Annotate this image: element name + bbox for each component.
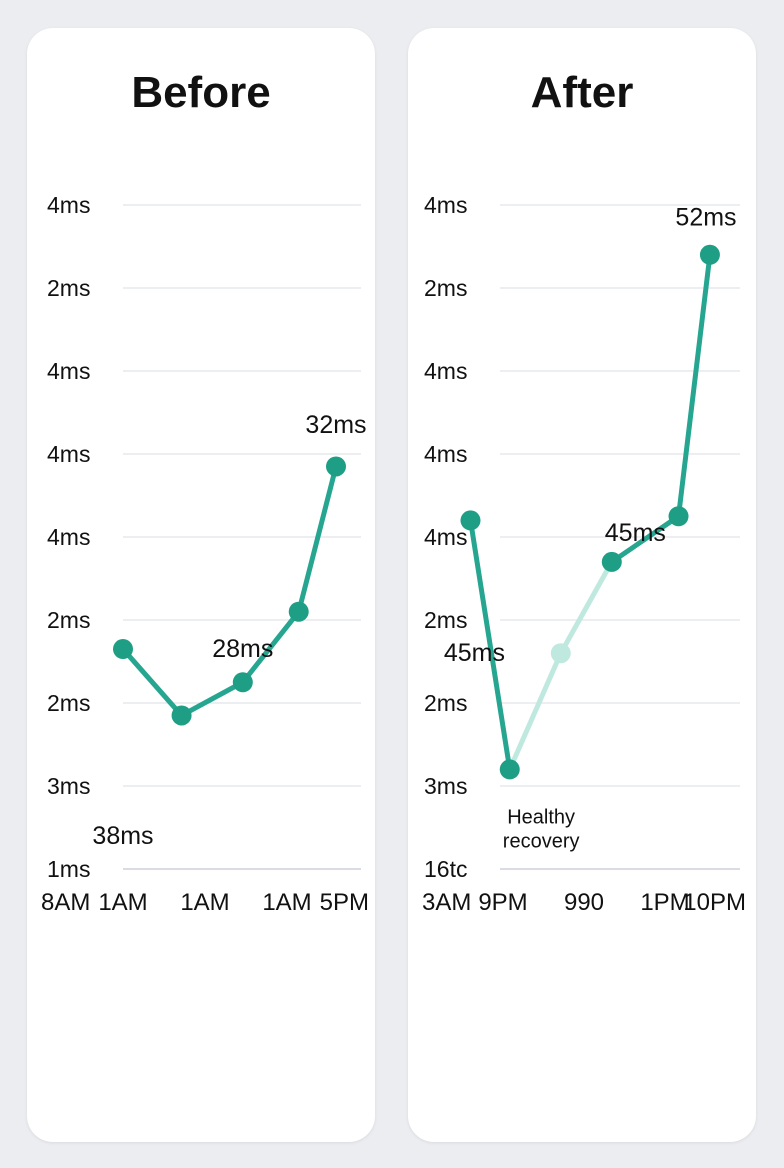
data-point xyxy=(601,551,622,572)
y-tick-label: 4ms xyxy=(47,358,90,384)
x-tick-label: 8AM xyxy=(41,889,90,916)
y-tick-label: 4ms xyxy=(424,358,467,384)
x-tick-label: 5PM xyxy=(320,889,369,916)
data-point xyxy=(668,506,689,527)
y-tick-label: 4ms xyxy=(424,192,467,218)
series-line-segment xyxy=(296,463,339,615)
y-tick-label: 4ms xyxy=(47,192,90,218)
y-tick-label: 2ms xyxy=(47,690,90,716)
chart-title: Before xyxy=(131,68,271,117)
x-tick-label: 3AM xyxy=(422,889,471,916)
data-label: 28ms xyxy=(212,635,273,663)
y-tick-label: 16tc xyxy=(424,856,467,882)
series-line-segment xyxy=(468,517,513,772)
before-chart-card: Before 4ms 2ms 4ms 4ms 4ms 2ms 2ms 3ms 1ms 8AM 1AM… xyxy=(27,28,375,1142)
y-tick-label: 4ms xyxy=(424,524,467,550)
x-tick-label: 10PM xyxy=(683,889,746,916)
series-line-segment xyxy=(507,650,564,772)
data-point xyxy=(232,672,253,693)
data-label: 45ms xyxy=(444,639,505,667)
data-point xyxy=(171,705,192,726)
series-line-segment xyxy=(240,609,302,685)
x-tick-label: 1AM xyxy=(180,889,229,916)
after-chart-card: After 4ms 2ms 4ms 4ms 4ms 2ms 2ms 3ms 16tc 3AM 9PM… xyxy=(408,28,756,1142)
data-point xyxy=(113,639,133,660)
x-tick-label: 1AM xyxy=(262,889,311,916)
y-tick-label: 4ms xyxy=(424,441,467,467)
data-point xyxy=(460,510,481,531)
annotation-line: Healthy xyxy=(507,806,575,828)
data-point xyxy=(550,643,571,664)
after-line-chart: 4ms 2ms 4ms 4ms 4ms 2ms 2ms 3ms 16tc 3AM 9PM 990 1PM… xyxy=(422,192,746,916)
y-tick-label: 4ms xyxy=(47,524,90,550)
series-line-segment xyxy=(609,513,682,565)
y-tick-label: 3ms xyxy=(47,773,90,799)
data-label: 45ms xyxy=(605,519,666,547)
data-point xyxy=(499,759,520,780)
data-point xyxy=(699,244,720,265)
y-tick-label: 3ms xyxy=(424,773,467,799)
data-label: 38ms xyxy=(92,822,153,850)
before-line-chart: 4ms 2ms 4ms 4ms 4ms 2ms 2ms 3ms 1ms 8AM 1AM 1AM 1AM 5… xyxy=(41,192,369,916)
y-tick-label: 2ms xyxy=(424,607,467,633)
x-tick-label: 9PM xyxy=(478,889,527,916)
series-line-segment xyxy=(558,559,615,656)
data-label: 52ms xyxy=(675,203,736,231)
y-tick-label: 2ms xyxy=(424,690,467,716)
y-tick-label: 4ms xyxy=(47,441,90,467)
x-tick-label: 990 xyxy=(564,889,604,916)
x-tick-label: 1PM xyxy=(640,889,689,916)
data-label: 32ms xyxy=(305,411,366,439)
data-point xyxy=(326,456,346,477)
series-line-segment xyxy=(676,252,713,519)
y-tick-label: 2ms xyxy=(424,275,467,301)
data-point xyxy=(288,601,309,622)
y-tick-label: 2ms xyxy=(47,275,90,301)
y-tick-label: 2ms xyxy=(47,607,90,633)
x-tick-label: 1AM xyxy=(98,889,147,916)
series-line-segment xyxy=(179,679,246,718)
annotation-label: Healthy recovery xyxy=(503,806,580,852)
chart-title: After xyxy=(530,68,634,117)
series-line-segment xyxy=(120,646,185,718)
y-tick-label: 1ms xyxy=(47,856,90,882)
annotation-line: recovery xyxy=(503,830,580,852)
